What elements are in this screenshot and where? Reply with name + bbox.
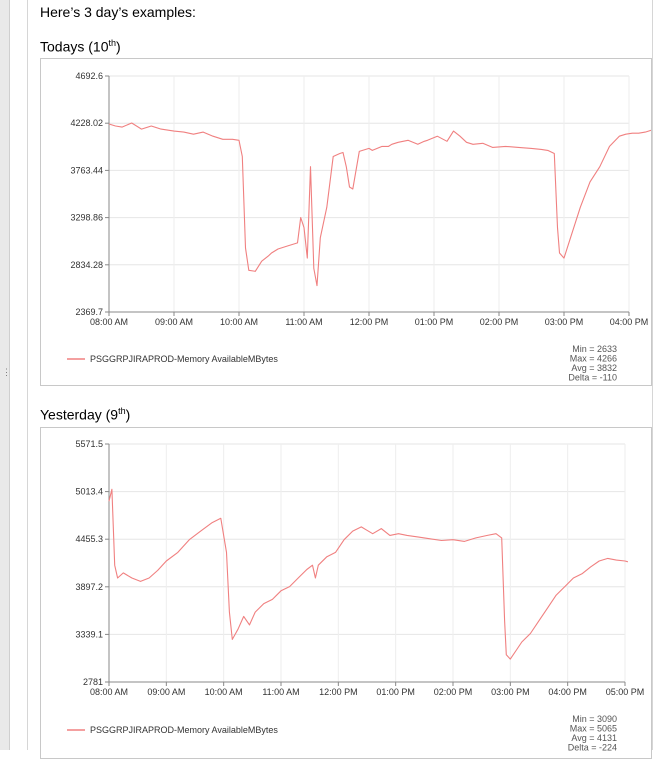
x-tick-label: 08:00 AM [90, 687, 128, 697]
legend-label: PSGGRPJIRAPROD-Memory AvailableMBytes [90, 725, 278, 735]
x-tick-label: 11:00 AM [285, 317, 322, 327]
y-tick-label: 2834.28 [70, 260, 103, 270]
stat-label: Max = 4266 [570, 354, 617, 364]
stat-label: Min = 3090 [572, 714, 617, 724]
today-chart-panel: 4692.6 4228.02 3763.44 3298.86 2834.28 2369.7… [40, 58, 652, 386]
x-tick-label: 01:00 PM [415, 317, 454, 327]
stat-label: Delta = -224 [568, 743, 617, 753]
yesterday-heading-close: ) [125, 406, 131, 423]
x-tick-label: 05:00 PM [606, 687, 645, 697]
stat-label: Max = 5065 [570, 724, 617, 734]
stat-label: Avg = 4131 [571, 733, 617, 743]
resize-grip-icon[interactable]: ⋮ [2, 367, 11, 377]
series-line [108, 488, 629, 660]
yesterday-chart-panel: 5571.5 5013.4 4455.3 3897.2 3339.1 2781 08:00 … [40, 427, 652, 759]
today-memory-chart: 4692.6 4228.02 3763.44 3298.86 2834.28 2369.7… [67, 71, 651, 383]
y-tick-label: 3339.1 [75, 629, 103, 639]
stat-label: Avg = 3832 [571, 363, 617, 373]
yesterday-heading: Yesterday (9th) [40, 406, 130, 423]
x-tick-label: 03:00 PM [545, 317, 584, 327]
x-tick-label: 12:00 PM [350, 317, 389, 327]
y-tick-label: 5013.4 [75, 487, 103, 497]
today-heading-close: ) [116, 38, 121, 55]
x-tick-label: 01:00 PM [376, 687, 415, 697]
yesterday-memory-chart: 5571.5 5013.4 4455.3 3897.2 3339.1 278108:00 … [67, 439, 645, 753]
x-tick-label: 11:00 AM [262, 687, 299, 697]
y-tick-label: 3763.44 [70, 165, 103, 175]
x-tick-label: 03:00 PM [491, 687, 530, 697]
right-border [652, 0, 653, 750]
x-tick-label: 08:00 AM [90, 317, 128, 327]
y-tick-label: 3897.2 [75, 582, 103, 592]
left-margin-rail [0, 0, 10, 750]
content-border [27, 0, 28, 750]
y-tick-label: 4455.3 [75, 534, 103, 544]
stat-label: Min = 2633 [572, 344, 617, 354]
today-heading-text: Todays (10 [40, 38, 109, 55]
x-tick-label: 09:00 AM [155, 317, 193, 327]
y-tick-label: 5571.5 [75, 439, 103, 449]
x-tick-label: 09:00 AM [147, 687, 185, 697]
x-tick-label: 10:00 AM [205, 687, 243, 697]
yesterday-heading-text: Yesterday (9 [40, 406, 119, 423]
y-tick-label: 4692.6 [75, 71, 103, 81]
y-tick-label: 3298.86 [70, 213, 103, 223]
today-heading-sup: th [108, 38, 116, 48]
y-tick-label: 4228.02 [70, 118, 103, 128]
series-line [108, 122, 651, 287]
x-tick-label: 04:00 PM [610, 317, 649, 327]
x-tick-label: 02:00 PM [480, 317, 519, 327]
today-heading: Todays (10th) [40, 38, 121, 55]
x-tick-label: 04:00 PM [548, 687, 587, 697]
x-tick-label: 10:00 AM [220, 317, 258, 327]
x-tick-label: 02:00 PM [434, 687, 473, 697]
legend-label: PSGGRPJIRAPROD-Memory AvailableMBytes [90, 354, 278, 364]
intro-text: Here’s 3 day’s examples: [40, 4, 196, 20]
y-tick-label: 2369.7 [75, 307, 103, 317]
yesterday-heading-sup: th [118, 406, 126, 416]
y-tick-label: 2781 [83, 677, 103, 687]
stat-label: Delta = -110 [568, 373, 617, 383]
x-tick-label: 12:00 PM [319, 687, 358, 697]
